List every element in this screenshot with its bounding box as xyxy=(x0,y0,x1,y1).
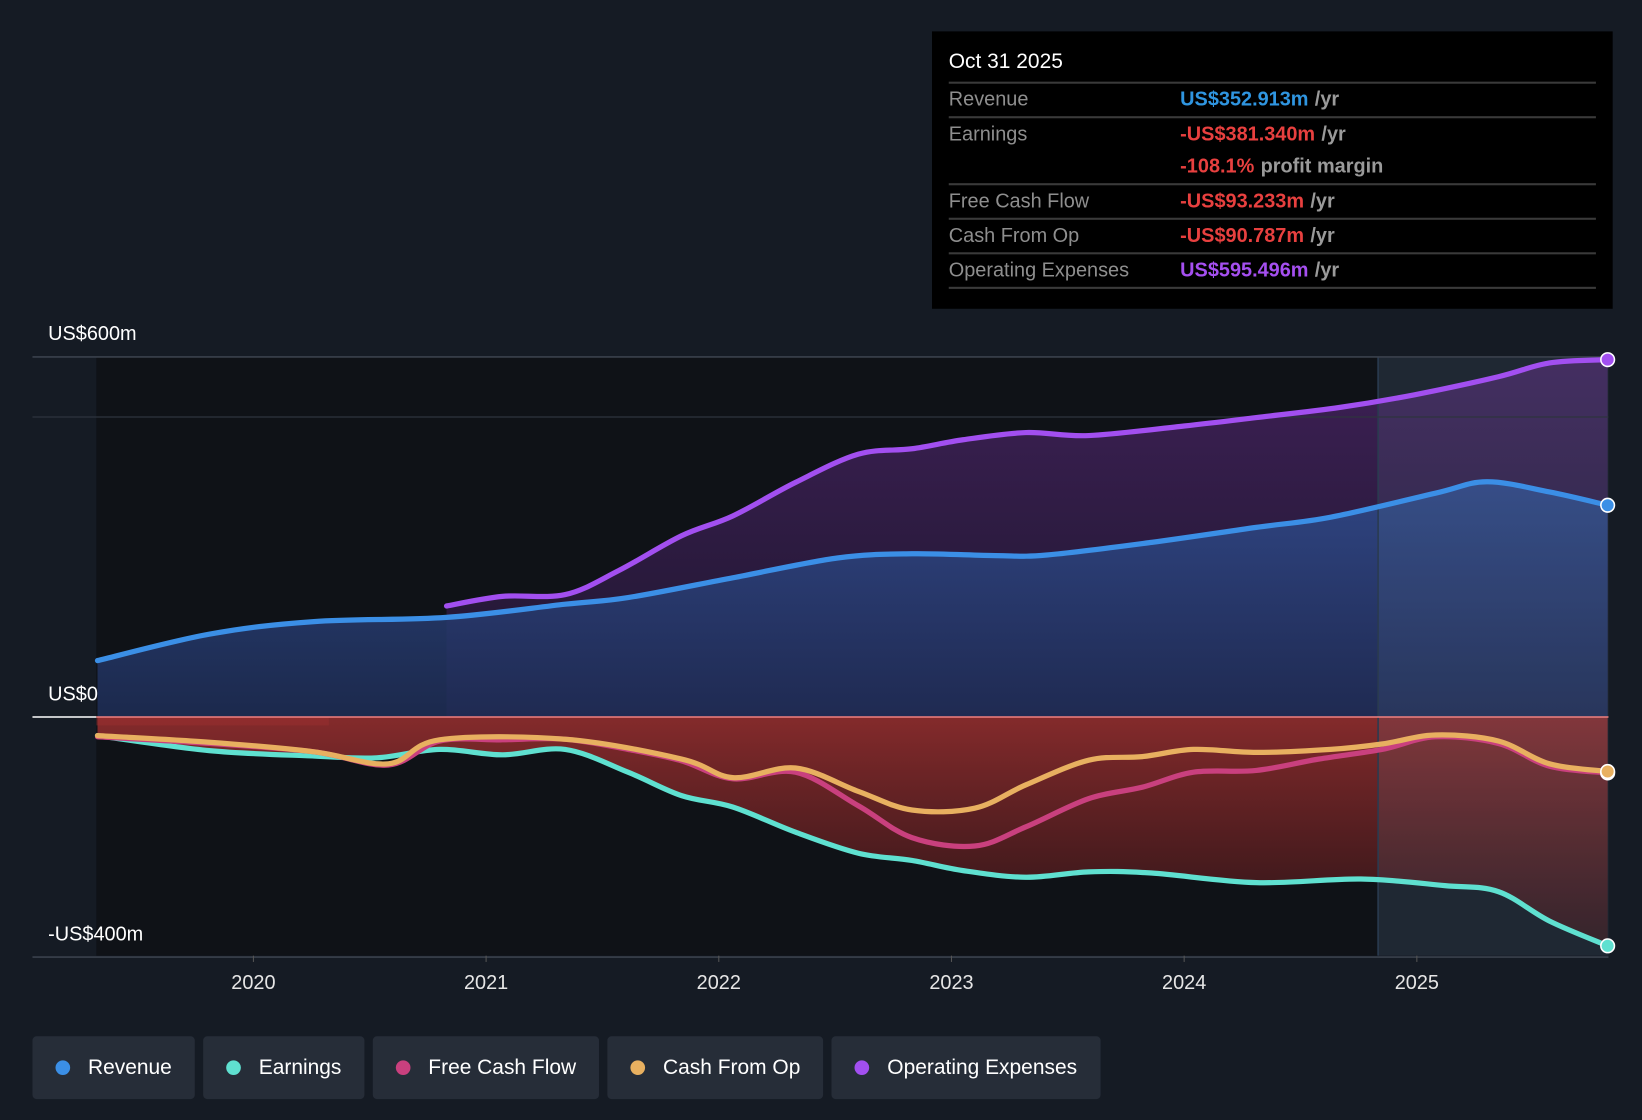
tooltip-value: -108.1% xyxy=(1180,155,1255,178)
cfo-line xyxy=(94,732,1611,815)
legend-dot-icon xyxy=(630,1060,646,1075)
tooltip-row-fcf: Free Cash Flow -US$93.233m/yr xyxy=(948,185,1596,220)
forecast-highlight-region xyxy=(1378,356,1609,956)
tooltip-value: US$352.913m xyxy=(1180,88,1309,111)
x-tick-label: 2021 xyxy=(464,972,508,994)
legend-item-earnings[interactable]: Earnings xyxy=(203,1036,365,1100)
y-axis-label: -US$400m xyxy=(48,923,143,945)
opex-endpoint-marker xyxy=(1600,352,1616,368)
tooltip-unit: /yr xyxy=(1321,123,1346,146)
tooltip-row-earnings: Earnings -US$381.340m/yr xyxy=(949,118,1596,150)
legend-label: Operating Expenses xyxy=(887,1055,1078,1079)
tooltip-label: Free Cash Flow xyxy=(948,190,1090,213)
tooltip-value: US$595.496m xyxy=(1180,259,1309,282)
revenue-endpoint-marker xyxy=(1600,497,1616,513)
y-axis-label: US$0 xyxy=(48,683,98,705)
legend-label: Revenue xyxy=(87,1055,172,1079)
legend-item-cfo[interactable]: Cash From Op xyxy=(607,1036,824,1100)
opex-line xyxy=(443,357,1611,609)
tooltip-unit: /yr xyxy=(1310,225,1335,248)
legend-label: Earnings xyxy=(258,1055,342,1079)
legend: Revenue Earnings Free Cash Flow Cash From O… xyxy=(32,1036,1101,1100)
legend-item-fcf[interactable]: Free Cash Flow xyxy=(372,1036,600,1100)
fcf-line xyxy=(94,733,1611,850)
tooltip-row-cfo: Cash From Op -US$90.787m/yr xyxy=(948,220,1596,255)
revenue-area xyxy=(97,481,1608,718)
y-axis-label: US$600m xyxy=(48,323,136,345)
tooltip-value: -US$90.787m xyxy=(1180,225,1305,248)
x-tick-label: 2025 xyxy=(1395,972,1439,994)
tooltip-label: Revenue xyxy=(948,88,1029,111)
legend-dot-icon xyxy=(226,1060,241,1075)
earnings-line xyxy=(94,732,1611,949)
tooltip-unit: profit margin xyxy=(1260,155,1384,178)
earnings-endpoint-marker xyxy=(1600,938,1616,954)
legend-dot-icon xyxy=(854,1060,870,1075)
tooltip-row-opex: Operating Expenses US$595.496m/yr xyxy=(948,254,1596,289)
x-tick-label: 2022 xyxy=(697,972,741,994)
tooltip-label: Cash From Op xyxy=(948,225,1080,248)
tooltip-label: Earnings xyxy=(948,123,1028,146)
legend-item-opex[interactable]: Operating Expenses xyxy=(831,1036,1101,1100)
x-tick-label: 2020 xyxy=(231,972,275,994)
tooltip-label: Operating Expenses xyxy=(948,259,1130,282)
tooltip-unit: /yr xyxy=(1314,259,1340,282)
cfo-endpoint-marker xyxy=(1600,763,1616,780)
tooltip-unit: /yr xyxy=(1310,190,1335,213)
tooltip-label xyxy=(949,151,1180,183)
tooltip-row-revenue: Revenue US$352.913m/yr xyxy=(948,84,1596,119)
tooltip: Oct 31 2025 Revenue US$352.913m/yr Earnin… xyxy=(931,31,1613,309)
x-tick-label: 2024 xyxy=(1162,972,1206,994)
legend-label: Cash From Op xyxy=(663,1055,801,1079)
revenue-line xyxy=(94,479,1611,664)
x-tick-label: 2023 xyxy=(929,972,973,994)
tooltip-date: Oct 31 2025 xyxy=(948,46,1596,84)
tooltip-row-margin: -108.1% profit margin xyxy=(948,151,1596,186)
legend-dot-icon xyxy=(395,1060,411,1075)
earnings-area xyxy=(97,717,1608,946)
tooltip-unit: /yr xyxy=(1314,88,1340,111)
tooltip-value: -US$93.233m xyxy=(1180,190,1305,213)
legend-label: Free Cash Flow xyxy=(428,1055,577,1079)
legend-item-revenue[interactable]: Revenue xyxy=(32,1036,195,1100)
tooltip-value: -US$381.340m xyxy=(1180,123,1316,146)
legend-dot-icon xyxy=(55,1060,71,1075)
